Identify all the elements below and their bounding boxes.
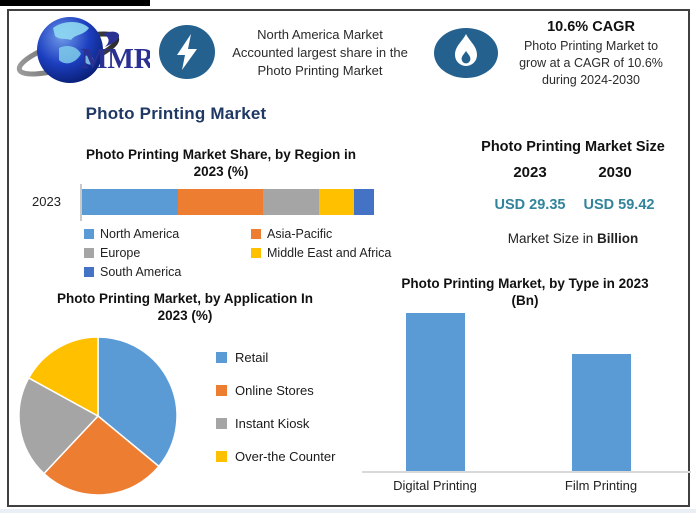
legend-label: Over-the Counter [235, 449, 336, 464]
bottom-strip [0, 509, 696, 513]
mmr-logo: MMR [15, 10, 150, 90]
region-segment-europe [263, 189, 319, 215]
cagr-text: Photo Printing Market to grow at a CAGR … [519, 39, 663, 87]
market-size-note: Market Size in Billion [507, 231, 639, 246]
legend-label: Online Stores [235, 383, 314, 398]
pie-slice-instant-kiosk [18, 376, 100, 475]
region-segment-south-america [353, 189, 374, 215]
legend-item-middle-east-and-africa: Middle East and Africa [251, 246, 391, 260]
application-legend: Retail Online Stores Instant Kiosk Over-the… [216, 350, 335, 482]
legend-swatch [216, 451, 227, 462]
region-legend: North America Asia-Pacific Europe Middle Ea… [84, 227, 391, 279]
market-size-title: Photo Printing Market Size [481, 139, 665, 155]
cagr-title: 10.6% CAGR [547, 19, 635, 35]
legend-label: Europe [100, 246, 141, 260]
header-highlight-text: North America Market Accounted largest s… [222, 26, 418, 80]
top-black-strip [0, 0, 150, 6]
legend-swatch [216, 418, 227, 429]
region-stacked-bar [82, 189, 374, 215]
legend-item-retail: Retail [216, 350, 335, 365]
pie-slice-retail [97, 336, 178, 468]
market-size-value-2030: USD 59.42 [583, 197, 655, 213]
legend-swatch [251, 229, 261, 239]
legend-item-north-america: North America [84, 227, 251, 241]
svg-text:MMR: MMR [81, 44, 150, 75]
legend-label: Middle East and Africa [267, 246, 392, 260]
market-size-year-2030: 2030 [598, 164, 632, 181]
legend-swatch [84, 267, 94, 277]
type-category-film: Film Printing [564, 478, 638, 493]
region-chart-title: Photo Printing Market Share, by Region i… [85, 147, 357, 179]
legend-label: South America [100, 265, 182, 279]
legend-swatch [216, 385, 227, 396]
legend-item-instant-kiosk: Instant Kiosk [216, 416, 335, 431]
legend-item-online-stores: Online Stores [216, 383, 335, 398]
type-category-digital: Digital Printing [393, 478, 477, 493]
region-segment-asia-pacific [178, 189, 264, 215]
highlight-line: North America Market [257, 27, 383, 42]
type-chart-title: Photo Printing Market, by Type in 2023 (… [401, 276, 649, 308]
region-axis-label: 2023 [32, 194, 61, 209]
type-bar-chart [363, 311, 691, 472]
cagr-callout: 10.6% CAGR Photo Printing Market to grow… [495, 19, 687, 89]
page-title: Photo Printing Market [85, 104, 267, 123]
globe-logo-icon: MMR [16, 17, 150, 83]
legend-swatch [216, 352, 227, 363]
legend-swatch [84, 229, 94, 239]
legend-item-europe: Europe [84, 246, 251, 260]
legend-item-asia-pacific: Asia-Pacific [251, 227, 391, 241]
highlight-line: Accounted largest share in the [232, 45, 408, 60]
legend-label: Asia-Pacific [267, 227, 333, 241]
application-pie-chart [18, 336, 178, 496]
type-chart-axis-line [362, 471, 691, 473]
legend-label: North America [100, 227, 180, 241]
application-chart-title: Photo Printing Market, by Application In… [56, 291, 313, 323]
type-bar-film-printing [572, 354, 631, 472]
type-bar-digital-printing [406, 313, 465, 472]
pie-slice-online-stores [42, 414, 160, 496]
lightning-icon [158, 24, 216, 80]
legend-label: Retail [235, 350, 269, 365]
legend-swatch [84, 248, 94, 258]
legend-label: Instant Kiosk [235, 416, 310, 431]
legend-swatch [251, 248, 261, 258]
region-axis-line [80, 184, 82, 221]
market-size-year-2023: 2023 [513, 164, 547, 181]
region-segment-middle-east-and-africa [318, 189, 354, 215]
pie-slice-over-the-counter [27, 336, 99, 418]
legend-item-south-america: South America [84, 265, 251, 279]
legend-item-over-the-counter: Over-the Counter [216, 449, 335, 464]
flame-icon [433, 27, 499, 79]
region-segment-north-america [82, 189, 179, 215]
highlight-line: Photo Printing Market [257, 63, 383, 78]
market-size-value-2023: USD 29.35 [494, 197, 566, 213]
